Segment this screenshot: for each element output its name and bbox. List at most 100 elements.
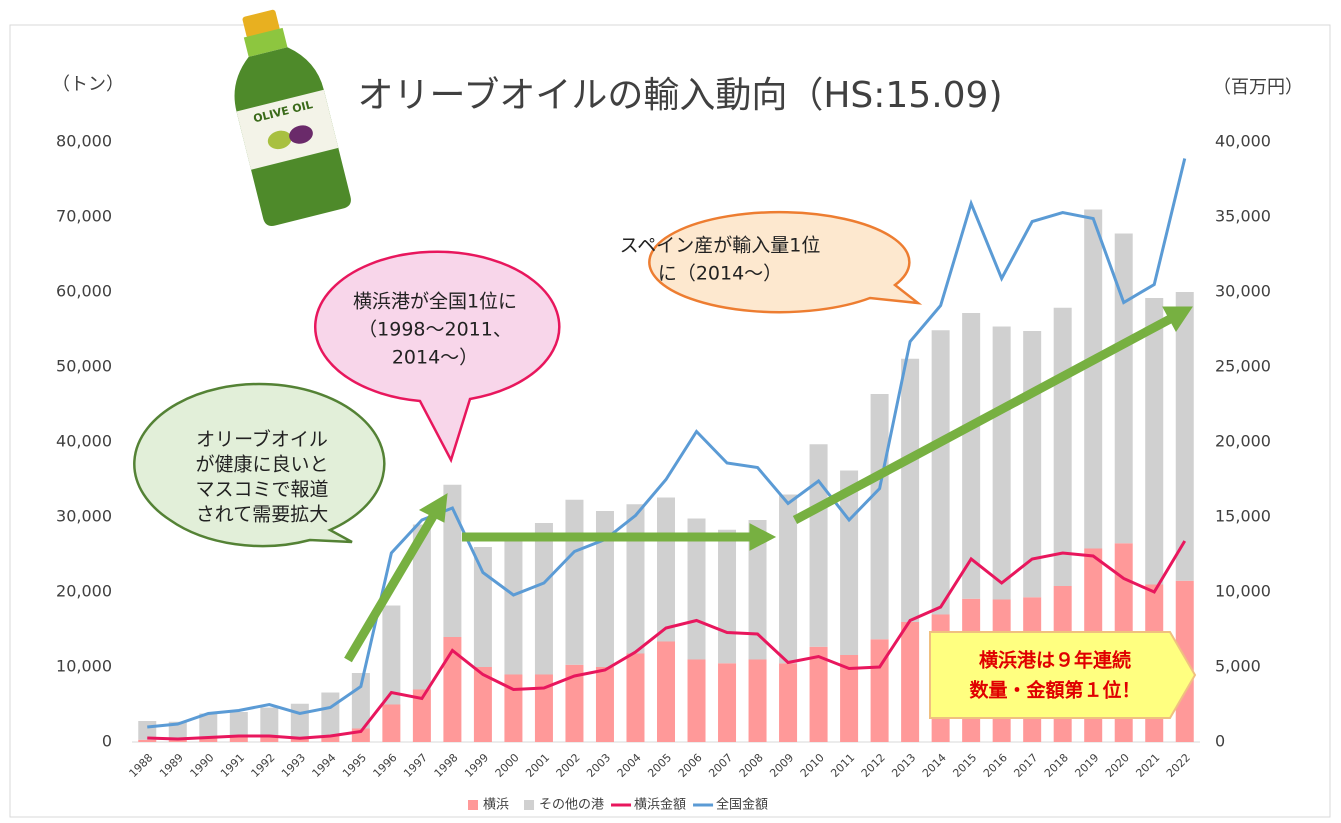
bar-segment	[260, 736, 279, 742]
y-tick-label: 40,000	[56, 432, 112, 451]
bar-segment	[1114, 233, 1133, 544]
y2-axis-label: （百万円）	[1213, 77, 1303, 98]
line-series	[147, 158, 1187, 729]
bar-segment	[595, 511, 614, 667]
annotation-text: （1998～2011、	[358, 319, 512, 341]
y-tick-label: 50,000	[56, 357, 112, 376]
y-tick-label: 30,000	[56, 507, 112, 526]
bar-segment	[595, 667, 614, 742]
bar-segment	[718, 663, 737, 742]
line-series	[147, 540, 1187, 741]
bar-segment	[473, 547, 492, 667]
bar-segment	[1145, 298, 1164, 585]
bar-segment	[565, 499, 584, 665]
bar-segment	[870, 394, 889, 640]
bar-segment	[138, 739, 157, 742]
annotation-text: マスコミで報道	[195, 479, 328, 501]
y2-tick-label: 15,000	[1215, 507, 1271, 526]
y2-tick-label: 20,000	[1215, 432, 1271, 451]
annotation-text: 2014～）	[392, 347, 478, 369]
bar-segment	[473, 667, 492, 742]
bar-segment	[809, 444, 828, 647]
y2-tick-label: 40,000	[1215, 132, 1271, 151]
bar-segment	[534, 523, 553, 675]
legend-swatch	[524, 800, 535, 810]
y2-tick-label: 30,000	[1215, 282, 1271, 301]
bar-segment	[901, 622, 920, 742]
bar-segment	[382, 605, 401, 705]
bar-segment	[626, 504, 645, 654]
legend-label: 横浜金額	[634, 797, 686, 813]
y-tick-label: 80,000	[56, 132, 112, 151]
y2-tick-label: 25,000	[1215, 357, 1271, 376]
bar-segment	[229, 736, 248, 742]
annotation-text: スペイン産が輸入量1位	[620, 235, 821, 257]
bar-segment	[534, 674, 553, 742]
bar-segment	[504, 674, 523, 742]
bar-segment	[718, 529, 737, 664]
bar-segment	[168, 739, 187, 742]
annotation-text: 横浜港は９年連続	[979, 649, 1131, 672]
annotation-text: 横浜港が全国1位に	[353, 291, 517, 313]
bar-segment	[351, 673, 370, 729]
y-tick-label: 0	[102, 732, 112, 751]
bar-segment	[870, 639, 889, 742]
bar-segment	[657, 641, 675, 742]
bar-segment	[840, 655, 859, 742]
bar-segment	[260, 707, 279, 737]
bar-segment	[809, 646, 828, 742]
legend-label: 横浜	[483, 798, 509, 813]
bar-segment	[1084, 209, 1103, 549]
bar-segment	[931, 330, 950, 615]
bar-segment	[962, 313, 981, 599]
y2-tick-label: 5,000	[1215, 657, 1261, 676]
annotation-text: されて需要拡大	[196, 504, 328, 526]
y2-tick-label: 35,000	[1215, 207, 1271, 226]
bar-segment	[504, 539, 523, 675]
bar-segment	[168, 721, 187, 740]
bar-segment	[443, 637, 462, 742]
bar-segment	[290, 703, 309, 738]
bar-segment	[687, 659, 706, 742]
bar-segment	[412, 689, 431, 742]
bar-segment	[687, 518, 706, 660]
y-tick-label: 20,000	[56, 582, 112, 601]
bar-segment	[779, 663, 798, 742]
y-tick-label: 70,000	[56, 207, 112, 226]
y2-tick-label: 10,000	[1215, 582, 1271, 601]
legend-label: 全国金額	[716, 797, 768, 813]
bar-segment	[657, 497, 675, 642]
highlight-box	[929, 631, 1197, 719]
bar-segment	[443, 484, 462, 637]
trend-arrows	[344, 306, 1193, 663]
bubble-green	[133, 382, 386, 548]
annotation-text: に（2014～）	[658, 263, 782, 285]
bar-segment	[199, 738, 218, 742]
bar-segment	[779, 494, 798, 664]
bar-segment	[626, 653, 645, 742]
bar-segment	[748, 659, 767, 742]
legend-swatch	[468, 800, 478, 810]
bar-segment	[992, 326, 1011, 600]
bar-segment	[229, 712, 248, 737]
annotation-text: が健康に良いと	[195, 454, 328, 476]
bubble-orange	[648, 210, 923, 314]
plot-area: 0 10,000 20,000 30,000 40,000 50,000 60,000 70,…	[56, 132, 1271, 781]
bar-segment	[1175, 292, 1194, 581]
bubble-pink	[313, 250, 561, 464]
bar-segment	[901, 358, 920, 622]
y-tick-label: 10,000	[56, 657, 112, 676]
bar-segment	[412, 524, 431, 690]
chart-title: オリーブオイルの輸入動向（HS:15.09)	[358, 75, 1003, 116]
bar-segment	[382, 704, 401, 742]
bar-segment	[1053, 307, 1072, 586]
annotation-text: オリーブオイル	[196, 428, 328, 451]
bar-segment	[321, 736, 340, 742]
bar-segment	[321, 692, 340, 736]
bar-segment	[748, 520, 767, 660]
annotation-text: 数量・金額第１位！	[969, 679, 1140, 702]
bar-segment	[199, 713, 218, 739]
bottle-icon: OLIVE OIL	[234, 9, 351, 226]
